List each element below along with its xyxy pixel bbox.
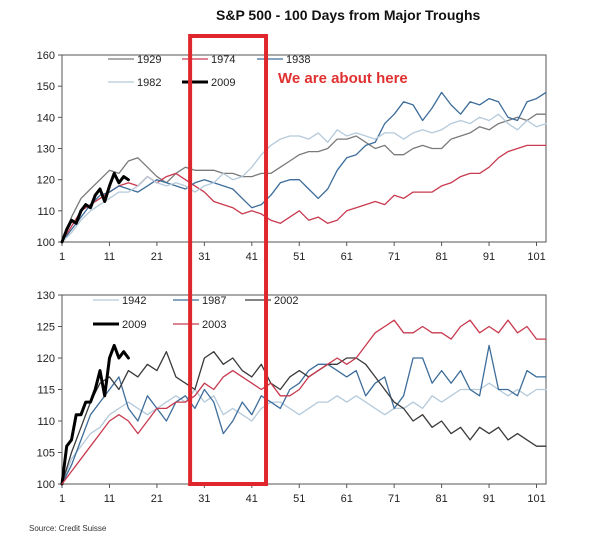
y-tick-label: 130 <box>37 144 55 156</box>
highlight-box <box>188 34 269 486</box>
y-tick-label: 100 <box>37 237 55 249</box>
source-note: Source: Credit Suisse <box>29 524 107 533</box>
y-tick-label: 100 <box>37 479 55 491</box>
legend-label-2009: 2009 <box>211 77 235 89</box>
x-tick-label: 91 <box>483 493 495 505</box>
x-tick-label: 31 <box>198 493 210 505</box>
x-tick-label: 51 <box>293 493 305 505</box>
series-line-1974 <box>61 144 547 243</box>
y-tick-label: 125 <box>37 322 55 334</box>
y-tick-label: 120 <box>37 353 55 365</box>
y-tick-label: 160 <box>37 50 55 62</box>
x-tick-label: 21 <box>151 251 163 263</box>
series-line-2002 <box>61 351 547 485</box>
x-tick-label: 21 <box>151 493 163 505</box>
legend-label-2003: 2003 <box>202 319 226 331</box>
x-tick-label: 71 <box>388 493 400 505</box>
series-line-2003 <box>61 319 547 485</box>
series-line-1987 <box>61 344 547 485</box>
annotation-text: We are about here <box>278 70 408 87</box>
y-tick-label: 150 <box>37 81 55 93</box>
series-line-1942 <box>61 382 547 485</box>
y-tick-label: 140 <box>37 112 55 124</box>
x-tick-label: 31 <box>198 251 210 263</box>
series-line-1938 <box>61 91 547 243</box>
y-tick-label: 130 <box>37 290 55 302</box>
y-tick-label: 110 <box>37 206 55 218</box>
x-tick-label: 61 <box>341 493 353 505</box>
x-tick-label: 11 <box>104 493 115 505</box>
x-tick-label: 101 <box>527 493 545 505</box>
legend-label-1929: 1929 <box>137 54 161 66</box>
legend-label-2009: 2009 <box>122 319 146 331</box>
x-tick-label: 81 <box>435 251 447 263</box>
series-line-2009 <box>60 343 130 486</box>
y-tick-label: 110 <box>37 416 55 428</box>
y-tick-label: 105 <box>37 448 55 460</box>
y-tick-label: 120 <box>37 175 55 187</box>
legend-label-1942: 1942 <box>122 295 146 307</box>
x-tick-label: 11 <box>104 251 115 263</box>
chart-title: S&P 500 - 100 Days from Major Troughs <box>216 7 480 23</box>
legend-label-1974: 1974 <box>211 54 235 66</box>
series-line-1982 <box>61 113 547 243</box>
x-tick-label: 91 <box>483 251 495 263</box>
legend-label-1938: 1938 <box>286 54 310 66</box>
y-tick-label: 115 <box>37 385 55 397</box>
x-tick-label: 1 <box>59 493 65 505</box>
x-tick-label: 101 <box>527 251 545 263</box>
series-line-2009 <box>60 171 130 244</box>
x-tick-label: 1 <box>59 251 65 263</box>
x-tick-label: 81 <box>435 493 447 505</box>
series-line-1929 <box>61 113 547 243</box>
x-tick-label: 61 <box>341 251 353 263</box>
legend-label-2002: 2002 <box>274 295 298 307</box>
x-tick-label: 51 <box>293 251 305 263</box>
legend-label-1987: 1987 <box>202 295 226 307</box>
x-tick-label: 41 <box>246 251 258 263</box>
x-tick-label: 41 <box>246 493 258 505</box>
legend-label-1982: 1982 <box>137 77 161 89</box>
x-tick-label: 71 <box>388 251 400 263</box>
